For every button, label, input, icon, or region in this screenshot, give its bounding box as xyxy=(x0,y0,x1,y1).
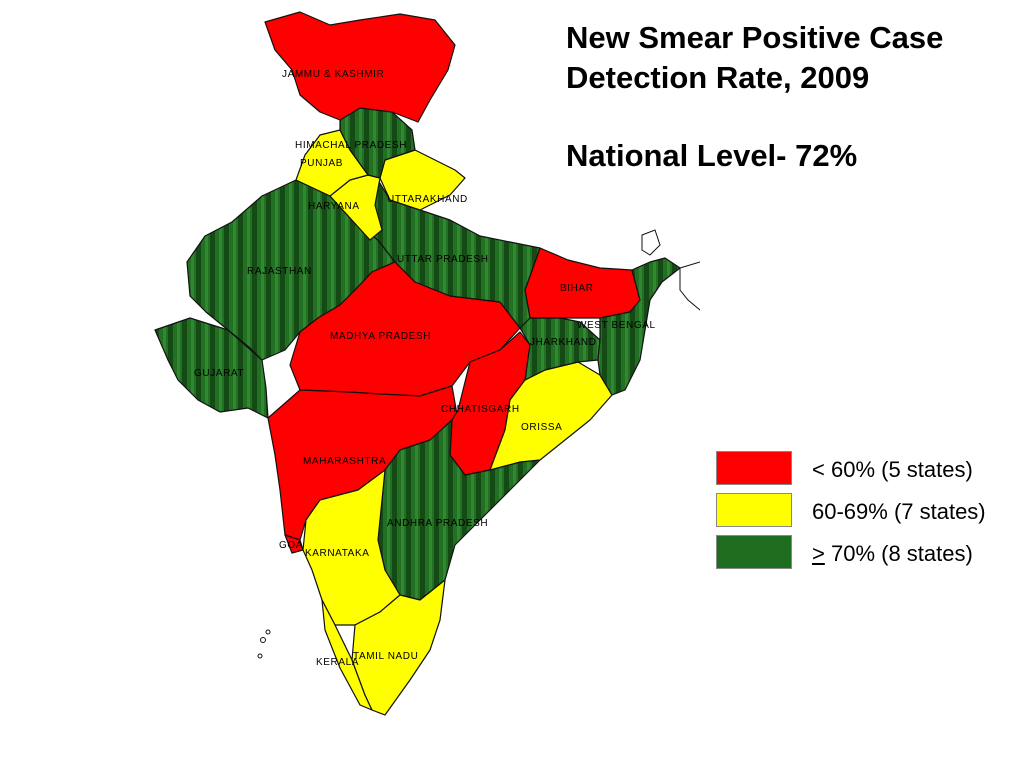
map-title: New Smear Positive Case Detection Rate, … xyxy=(566,20,944,95)
state-gujarat xyxy=(154,317,269,419)
lakshadweep-island xyxy=(260,637,266,643)
label-bihar: BIHAR xyxy=(560,283,594,294)
national-level-subtitle: National Level- 72% xyxy=(566,138,858,173)
legend-text-red: 60% (5 states) xyxy=(824,457,973,482)
label-madhya-pradesh: MADHYA PRADESH xyxy=(330,331,431,342)
label-karnataka: KARNATAKA xyxy=(305,548,370,559)
state-jammu-kashmir xyxy=(264,11,456,123)
legend-label-red: < 60% (5 states) xyxy=(812,457,973,483)
label-goa: GOA xyxy=(279,540,303,551)
state-tamil-nadu xyxy=(351,579,446,716)
label-jammu-kashmir: JAMMU & KASHMIR xyxy=(282,69,384,80)
label-andhra-pradesh: ANDHRA PRADESH xyxy=(387,518,488,529)
label-jharkhand: JHARKHAND xyxy=(530,337,597,348)
legend-item-red: < 60% (5 states) xyxy=(716,451,1016,493)
label-haryana: HARYANA xyxy=(308,201,360,212)
label-tamil-nadu: TAMIL NADU xyxy=(353,651,418,662)
label-orissa: ORISSA xyxy=(521,422,562,433)
label-uttar-pradesh: UTTAR PRADESH xyxy=(397,254,489,265)
label-maharashtra: MAHARASHTRA xyxy=(303,456,386,467)
legend-text-green: 70% (8 states) xyxy=(824,541,973,566)
northeast-region xyxy=(679,261,700,311)
india-map: JAMMU & KASHMIR HIMACHAL PRADESH PUNJAB … xyxy=(154,11,700,716)
label-punjab: PUNJAB xyxy=(300,158,343,169)
legend: < 60% (5 states) 60-69% (7 states) > 70%… xyxy=(716,451,1016,577)
label-rajasthan: RAJASTHAN xyxy=(247,266,312,277)
label-gujarat: GUJARAT xyxy=(194,368,244,379)
state-west-bengal xyxy=(597,257,681,396)
legend-symbol-lt: < xyxy=(812,457,825,482)
state-uttarakhand xyxy=(379,149,466,211)
lakshadweep-island xyxy=(265,629,271,635)
label-chhattisgarh: CHHATISGARH xyxy=(441,404,520,415)
legend-swatch-yellow xyxy=(716,493,792,527)
legend-swatch-red xyxy=(716,451,792,485)
lakshadweep-island xyxy=(257,653,263,659)
legend-swatch-green xyxy=(716,535,792,569)
legend-label-green: > 70% (8 states) xyxy=(812,541,973,567)
legend-item-yellow: 60-69% (7 states) xyxy=(716,493,1016,535)
label-kerala: KERALA xyxy=(316,657,359,668)
legend-item-green: > 70% (8 states) xyxy=(716,535,1016,577)
legend-label-yellow: 60-69% (7 states) xyxy=(812,499,986,524)
legend-symbol-ge: > xyxy=(812,541,825,566)
sikkim-region xyxy=(641,229,661,256)
label-himachal-pradesh: HIMACHAL PRADESH xyxy=(295,140,407,151)
label-uttarakhand: UTTARAKHAND xyxy=(387,194,468,205)
label-west-bengal: WEST BENGAL xyxy=(577,320,656,331)
